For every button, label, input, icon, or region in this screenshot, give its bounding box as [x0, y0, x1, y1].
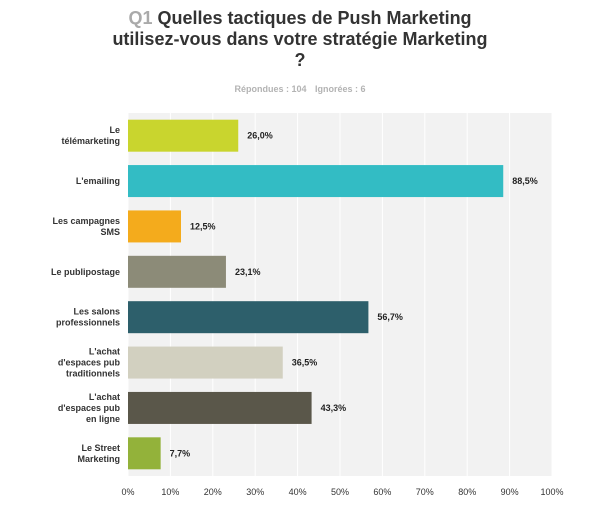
category-label-line: Le publipostage	[51, 267, 120, 277]
category-label-line: traditionnels	[66, 369, 120, 379]
title-line-3: ?	[294, 50, 306, 70]
x-tick-label: 80%	[458, 487, 476, 497]
category-label-line: d'espaces pub	[58, 403, 121, 413]
category-label: L'emailing	[76, 176, 120, 186]
bar-value-label: 12,5%	[190, 221, 216, 231]
bar	[128, 437, 161, 470]
category-label-line: L'emailing	[76, 176, 120, 186]
skipped-count: Ignorées : 6	[315, 84, 366, 94]
bar	[128, 301, 369, 334]
category-label: Le télémarketing	[61, 125, 120, 146]
x-tick-label: 100%	[540, 487, 563, 497]
category-label: Les campagnes SMS	[52, 216, 120, 237]
x-tick-label: 0%	[121, 487, 134, 497]
title-line-2: utilisez-vous dans votre stratégie Marke…	[112, 29, 488, 49]
category-label-line: L'achat	[89, 392, 120, 402]
category-label-line: Le Street	[81, 443, 120, 453]
bar	[128, 165, 504, 198]
bar	[128, 391, 312, 424]
bar	[128, 119, 239, 152]
x-tick-label: 10%	[161, 487, 179, 497]
category-label: L'achat d'espaces pub en ligne	[58, 392, 121, 424]
bar-value-label: 88,5%	[512, 176, 538, 186]
bar-value-label: 43,3%	[321, 403, 347, 413]
bar-value-label: 36,5%	[292, 358, 318, 368]
category-label-line: Le	[109, 125, 120, 135]
bar-value-label: 56,7%	[377, 312, 403, 322]
answered-count: Répondues : 104	[234, 84, 307, 94]
x-tick-label: 60%	[373, 487, 391, 497]
x-tick-label: 40%	[289, 487, 307, 497]
category-label-line: L'achat	[89, 347, 120, 357]
x-tick-label: 30%	[246, 487, 264, 497]
category-label-line: Les salons	[73, 307, 120, 317]
category-label-line: télémarketing	[61, 136, 120, 146]
bar	[128, 210, 181, 243]
category-label: Le Street Marketing	[77, 443, 120, 464]
category-label-line: professionnels	[56, 318, 120, 328]
x-tick-label: 20%	[204, 487, 222, 497]
title-line-1: Q1 Quelles tactiques de Push Marketing	[60, 8, 540, 29]
response-stats: Répondues : 104 Ignorées : 6	[0, 84, 600, 94]
question-number: Q1	[128, 8, 153, 28]
category-label-line: Marketing	[77, 454, 120, 464]
category-label: Les salons professionnels	[56, 307, 120, 328]
title-text-1: Quelles tactiques de Push Marketing	[157, 8, 472, 28]
category-label-line: d'espaces pub	[58, 358, 121, 368]
x-tick-label: 90%	[501, 487, 519, 497]
x-tick-label: 50%	[331, 487, 349, 497]
bar	[128, 255, 226, 288]
x-tick-label: 70%	[416, 487, 434, 497]
bar-value-label: 23,1%	[235, 267, 261, 277]
category-label-line: SMS	[100, 227, 120, 237]
bar-value-label: 7,7%	[170, 448, 191, 458]
category-label-line: en ligne	[86, 414, 120, 424]
category-label: Le publipostage	[51, 267, 120, 277]
chart-title: Q1 Quelles tactiques de Push Marketing u…	[60, 8, 540, 71]
category-label-line: Les campagnes	[52, 216, 120, 226]
bar-value-label: 26,0%	[247, 131, 273, 141]
category-label: L'achat d'espaces pub traditionnels	[58, 347, 121, 379]
bar	[128, 346, 283, 379]
